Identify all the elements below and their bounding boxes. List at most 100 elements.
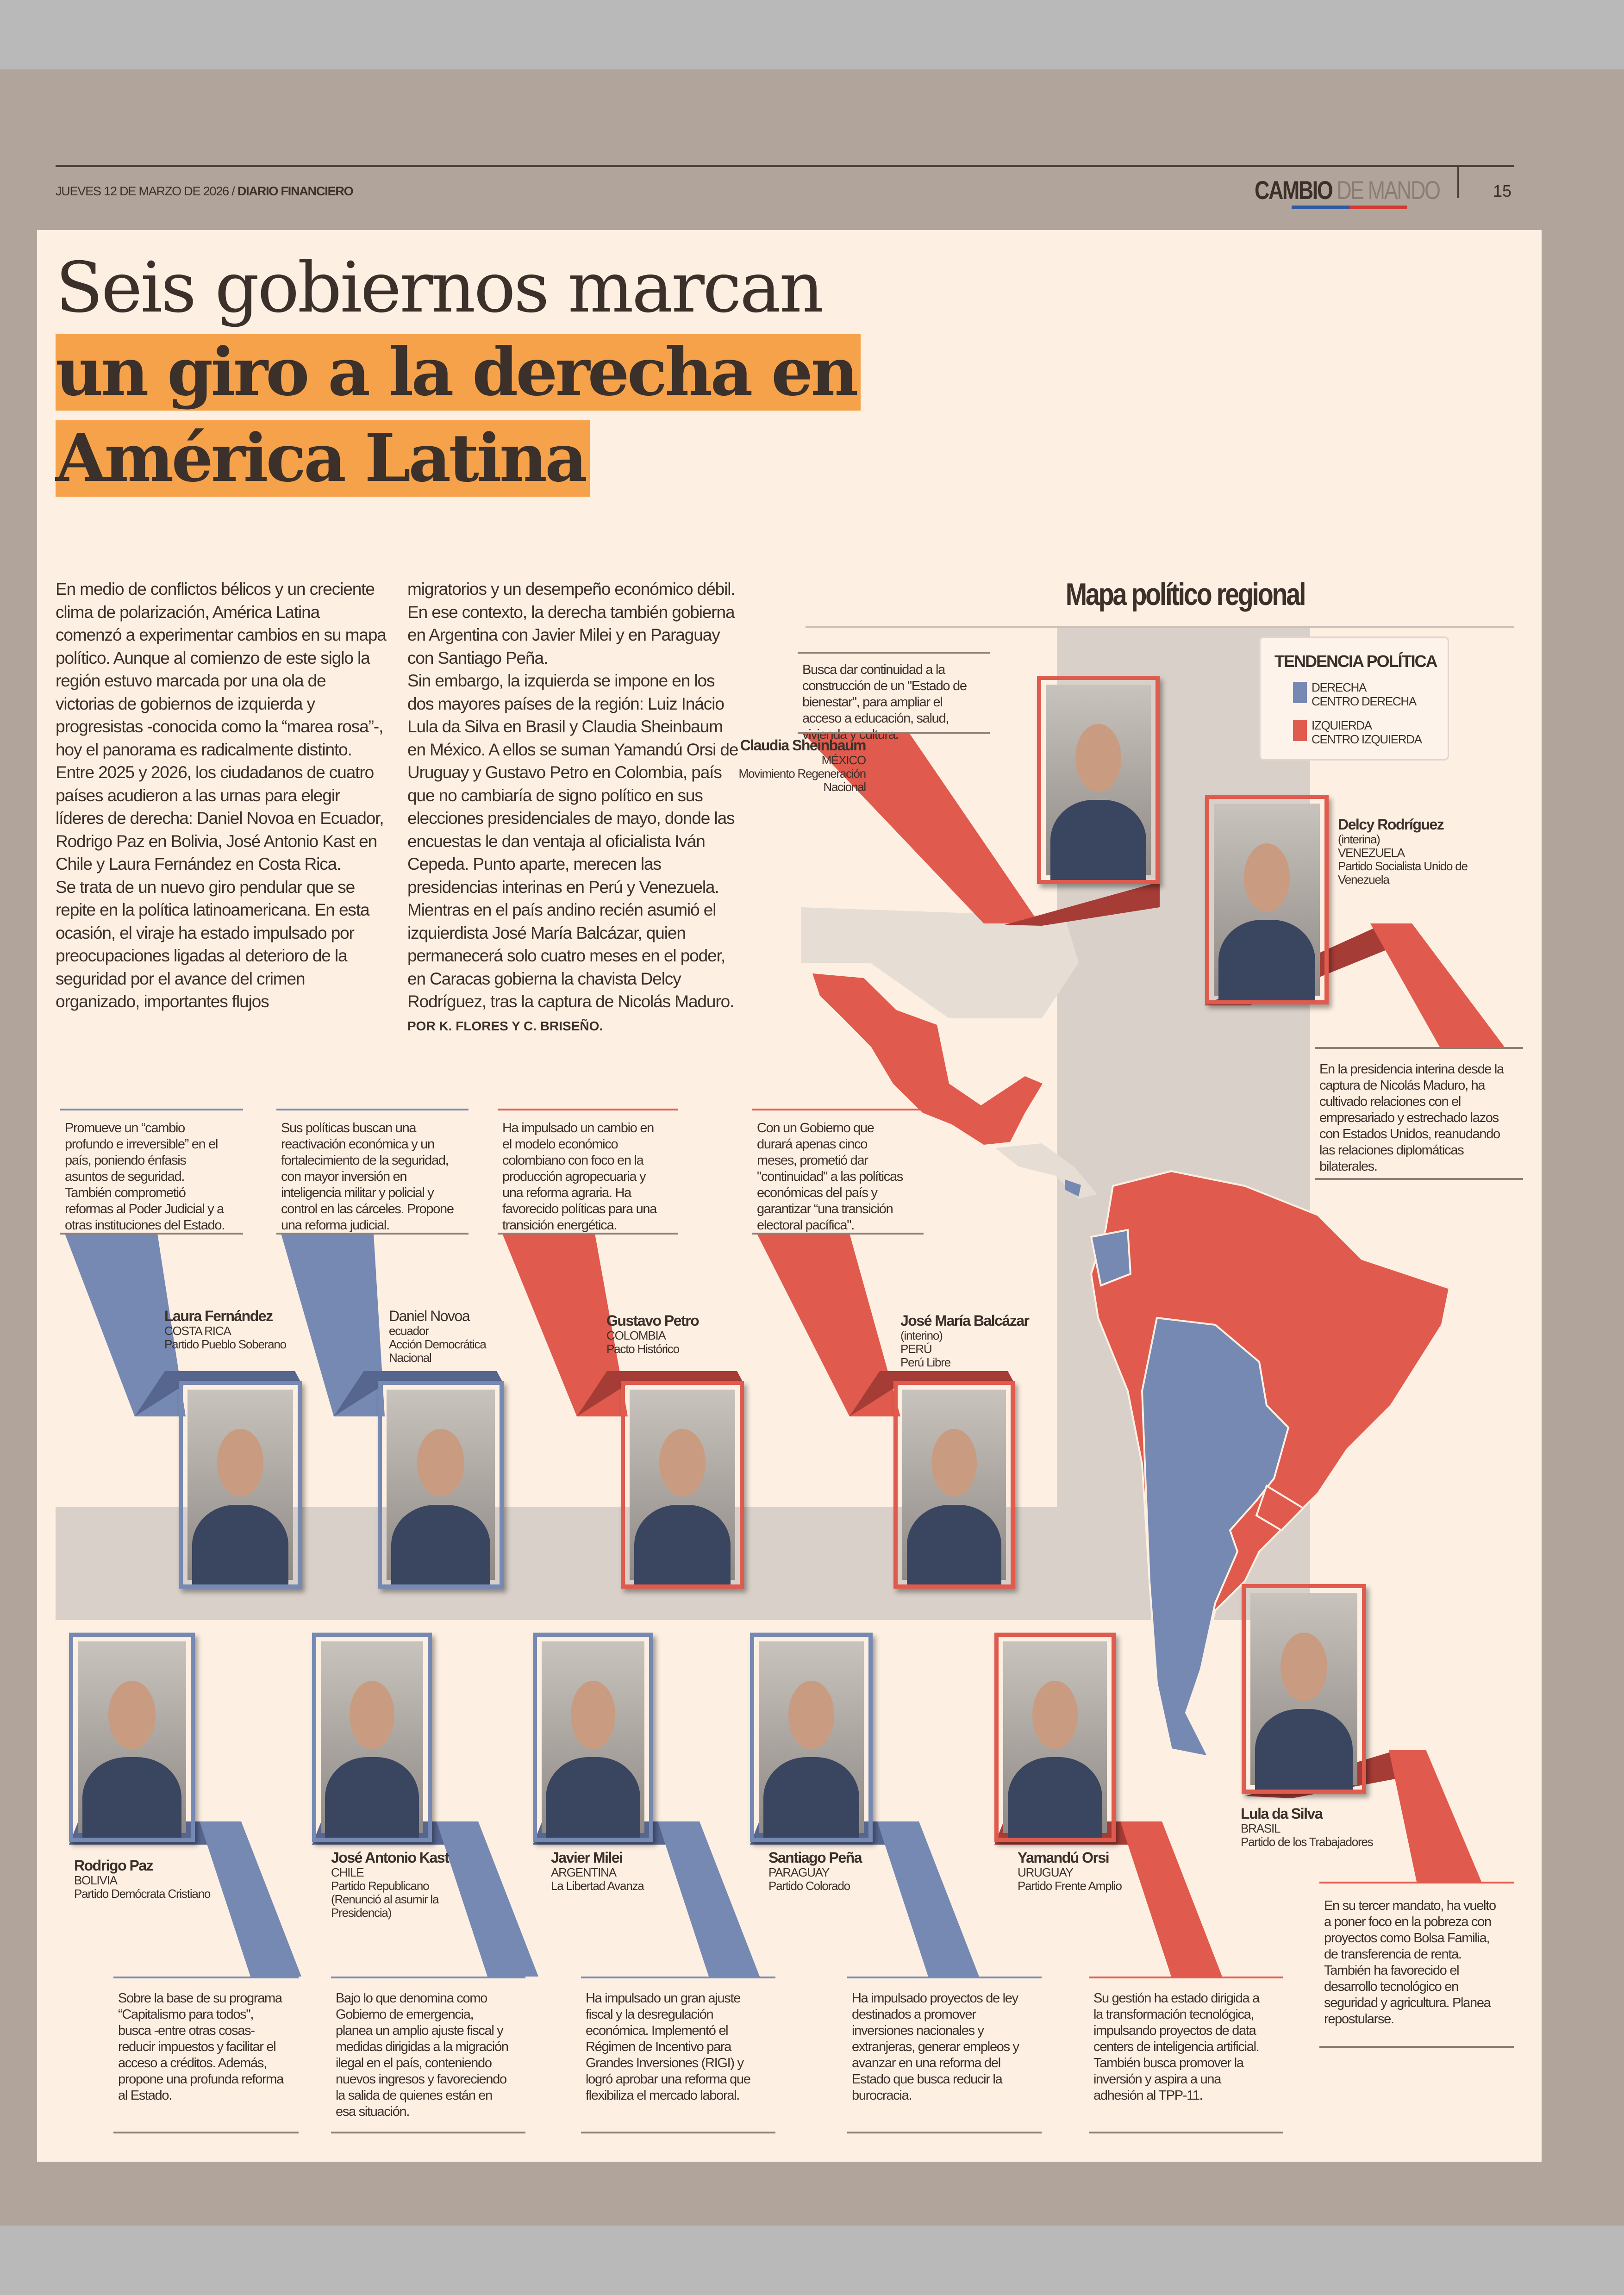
legend-label-line: IZQUIERDA [1312, 718, 1372, 732]
person-silhouette [546, 1757, 640, 1838]
leader-party: Partido de los Trabajadores [1241, 1835, 1374, 1849]
person-head [108, 1681, 156, 1750]
page-number: 15 [1493, 181, 1512, 200]
map-ecuador [1090, 1229, 1132, 1287]
leader-name: Daniel Novoa [389, 1308, 470, 1324]
ribbon-sheinbaum [803, 734, 1039, 923]
leader-party: Partido Frente Amplio [1018, 1879, 1122, 1893]
portrait-photo-paz [69, 1633, 195, 1842]
leader-description: Busca dar continuidad a la construcción … [802, 662, 967, 742]
person-head [1032, 1681, 1078, 1750]
portrait-photo-delcy [1205, 795, 1329, 1004]
name-block-novoa: Daniel Novoa ecuador Acción Democrática Na… [389, 1308, 528, 1365]
person-head [417, 1428, 464, 1497]
leader-name: Gustavo Petro [606, 1312, 700, 1329]
person-silhouette [906, 1504, 1002, 1584]
leader-name: Delcy Rodríguez [1338, 816, 1444, 833]
person-head [217, 1428, 263, 1497]
portrait-photo-milei [533, 1633, 653, 1842]
leader-name: Lula da Silva [1241, 1805, 1323, 1822]
ribbon-delcy [1370, 923, 1505, 1047]
leader-country: BOLIVIA [74, 1873, 118, 1887]
person-silhouette [82, 1757, 181, 1838]
paragraph-text: Sin embargo, la izquierda se impone en l… [407, 671, 738, 1011]
leader-description: Ha impulsado proyectos de ley destinados… [852, 1991, 1019, 2103]
map-uruguay [1255, 1484, 1305, 1532]
description-rule-bottom [113, 2132, 299, 2133]
person-silhouette [1007, 1757, 1103, 1838]
legend-label-line: CENTRO DERECHA [1312, 694, 1417, 708]
leader-party: Partido Republicano (Renunció al asumir … [331, 1879, 439, 1920]
map-rule [806, 626, 1514, 628]
byline: POR K. FLORES Y C. BRISEÑO. [407, 1018, 603, 1033]
description-rule-bottom [1319, 2046, 1514, 2048]
leader-name: Yamandú Orsi [1018, 1849, 1110, 1866]
description-rule-top [1319, 1882, 1514, 1883]
portrait-photo-laura [179, 1381, 302, 1589]
leader-party: Partido Pueblo Soberano [164, 1337, 287, 1351]
description-rule-top [113, 1977, 299, 1978]
leader-name: José María Balcázar [900, 1312, 1030, 1329]
portrait-photo-pena [750, 1633, 873, 1842]
header-divider [1457, 167, 1459, 198]
leader-country: ecuador [389, 1324, 429, 1338]
description-rule-bottom [752, 1233, 924, 1235]
leader-party: Pacto Histórico [606, 1342, 680, 1356]
description-rule-bottom [798, 732, 990, 734]
section-title-b: DE MANDO [1337, 175, 1441, 205]
section-title: CAMBIO DE MANDO [1255, 175, 1441, 205]
legend-swatch-left [1293, 720, 1307, 741]
article-column-1: En medio de conflictos bélicos y un crec… [56, 578, 387, 1013]
description-rule-top [1315, 1047, 1523, 1049]
ribbon-milei [658, 1821, 760, 1977]
leader-description: Con un Gobierno que durará apenas cinco … [757, 1121, 903, 1233]
ribbon-paz [200, 1821, 301, 1977]
person-silhouette [1050, 800, 1147, 880]
leader-name: Javier Milei [551, 1849, 623, 1866]
person-silhouette [763, 1757, 860, 1838]
ribbon-balcazar [757, 1234, 900, 1416]
map-right-countries [1141, 1316, 1290, 1758]
leader-country: COSTA RICA [164, 1324, 231, 1338]
name-block-sheinbaum: Claudia Sheinbaum MÉXICO Movimiento Regene… [722, 737, 867, 794]
flag-bar [1292, 206, 1407, 209]
person-head [1280, 1632, 1327, 1701]
person-head [1243, 843, 1290, 912]
leader-country: CHILE [331, 1865, 364, 1879]
header-date: JUEVES 12 DE MARZO DE 2026 / DIARIO FINA… [56, 184, 354, 199]
headline-line-3: América Latina [56, 420, 590, 497]
name-block-paz: Rodrigo Paz BOLIVIA Partido Demócrata Cris… [74, 1857, 213, 1901]
person-silhouette [1255, 1709, 1353, 1790]
leader-country: PARAGUAY [768, 1865, 830, 1879]
ribbon-lula [1389, 1750, 1481, 1882]
leader-name: Laura Fernández [164, 1308, 273, 1324]
legend: TENDENCIA POLÍTICA DERECHA CENTRO DERECHA… [1259, 636, 1449, 761]
header-rule [56, 165, 1514, 167]
name-block-orsi: Yamandú Orsi URUGUAY Partido Frente Amplio [1018, 1849, 1170, 1893]
description-rule-bottom [1089, 2132, 1283, 2133]
portrait-photo-balcazar [893, 1381, 1015, 1589]
ribbon-petro [502, 1234, 628, 1416]
description-rule-top [331, 1977, 525, 1978]
date-text: JUEVES 12 DE MARZO DE 2026 / [56, 184, 235, 198]
person-head [1075, 724, 1121, 792]
map-central-america [995, 1143, 1097, 1199]
legend-label-left: IZQUIERDA CENTRO IZQUIERDA [1312, 718, 1422, 746]
leader-name: José Antonio Kast [331, 1849, 450, 1866]
name-block-milei: Javier Milei ARGENTINA La Libertad Avanza [551, 1849, 690, 1893]
paragraph: Se trata de un nuevo giro pendular que s… [56, 877, 370, 1011]
ribbon-kast [437, 1821, 538, 1977]
leader-description: Ha impulsado un cambio en el modelo econ… [502, 1121, 657, 1233]
map-usa [801, 907, 1079, 1018]
leader-country: MÉXICO [821, 753, 867, 767]
political-map [801, 907, 1451, 1758]
legend-label-right: DERECHA CENTRO DERECHA [1312, 680, 1417, 708]
leader-description: En la presidencia interina desde la capt… [1319, 1062, 1504, 1174]
description-rule-bottom [498, 1233, 678, 1235]
map-title: Mapa político regional [1065, 577, 1306, 612]
leader-country: URUGUAY [1018, 1865, 1074, 1879]
legend-title: TENDENCIA POLÍTICA [1274, 652, 1438, 671]
paragraph: Entre 2025 y 2026, los ciudadanos de cua… [56, 763, 384, 873]
description-rule-bottom [60, 1233, 243, 1235]
paragraph: Sin embargo, la izquierda se impone en l… [407, 669, 743, 1037]
